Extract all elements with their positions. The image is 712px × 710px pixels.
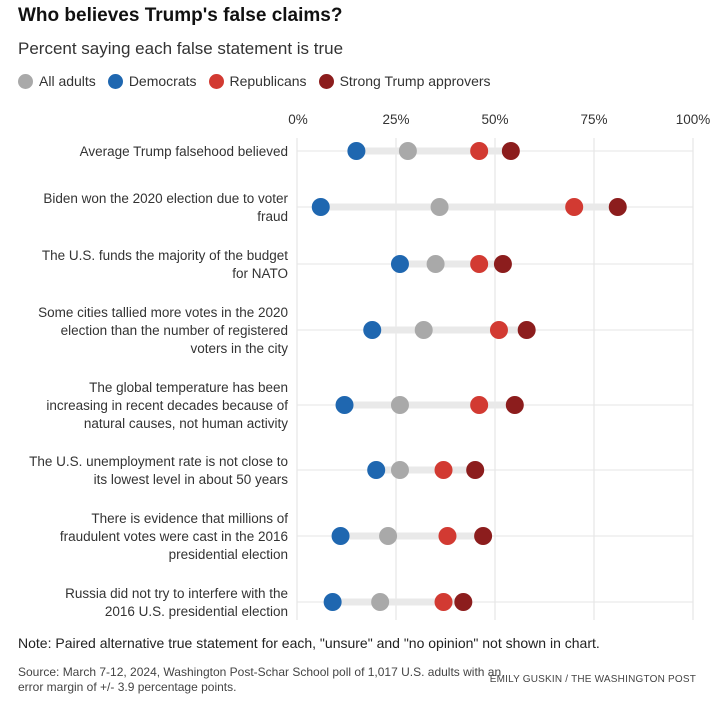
dot-democrats: [335, 396, 354, 414]
legend-item-democrats: Democrats: [107, 73, 197, 89]
dot-all-adults: [371, 593, 390, 611]
category-label-line: election than the number of registered: [61, 323, 288, 338]
category-label-line: increasing in recent decades because of: [46, 398, 288, 413]
category-label-line: its lowest level in about 50 years: [94, 472, 289, 487]
category-label: Average Trump falsehood believed: [80, 144, 288, 159]
legend-swatch-democrats: [107, 73, 123, 89]
dot-strong-trump-approvers: [505, 396, 524, 414]
category-label-line: fraud: [257, 209, 288, 224]
range-bar: [340, 532, 484, 540]
category-label: The U.S. unemployment rate is not close …: [29, 454, 288, 487]
category-label-line: The U.S. funds the majority of the budge…: [42, 248, 288, 263]
category-label-line: There is evidence that millions of: [91, 511, 288, 526]
dot-strong-trump-approvers: [608, 198, 627, 216]
dot-democrats: [331, 527, 350, 545]
dot-republicans: [438, 527, 457, 545]
category-label: There is evidence that millions of fraudu…: [60, 511, 288, 562]
category-label-line: Average Trump falsehood believed: [80, 144, 288, 159]
category-label: The U.S. funds the majority of the budge…: [42, 248, 288, 281]
dot-strong-trump-approvers: [454, 593, 473, 611]
category-label: Some cities tallied more votes in the 20…: [38, 305, 288, 356]
category-label-line: Some cities tallied more votes in the 20…: [38, 305, 288, 320]
range-bar: [372, 326, 527, 334]
range-bar: [399, 260, 503, 268]
category-label-line: voters in the city: [190, 341, 288, 356]
category-label: Biden won the 2020 election due to voter…: [43, 191, 288, 224]
category-label-line: Biden won the 2020 election due to voter: [43, 191, 288, 206]
range-bar: [356, 147, 511, 155]
range-bar: [344, 401, 515, 409]
dot-all-adults: [430, 198, 449, 216]
chart-credit: EMILY GUSKIN / THE WASHINGTON POST: [489, 674, 696, 685]
dot-all-adults: [390, 396, 409, 414]
category-label-line: presidential election: [169, 547, 288, 562]
dot-all-adults: [379, 527, 398, 545]
dot-republicans: [470, 142, 489, 160]
range-bar: [376, 466, 476, 474]
legend-label-republicans: Republicans: [229, 73, 307, 89]
dot-all-adults: [414, 321, 433, 339]
x-tick-label: 75%: [580, 112, 607, 127]
category-label-line: natural causes, not human activity: [84, 416, 288, 431]
dot-republicans: [565, 198, 584, 216]
category-label: Russia did not try to interfere with the…: [65, 586, 288, 619]
dot-democrats: [347, 142, 366, 160]
x-tick-label: 25%: [382, 112, 409, 127]
chart-source: Source: March 7-12, 2024, Washington Pos…: [18, 665, 502, 694]
dot-republicans: [434, 593, 453, 611]
category-label: The global temperature has been increasin…: [46, 380, 288, 431]
legend-label-strong-trump-approvers: Strong Trump approvers: [339, 73, 491, 89]
dot-strong-trump-approvers: [474, 527, 493, 545]
dot-strong-trump-approvers: [501, 142, 520, 160]
dot-all-adults: [398, 142, 417, 160]
legend: All adults Democrats Republicans Strong …: [18, 73, 503, 89]
chart-title: Who believes Trump's false claims?: [18, 5, 343, 26]
dot-republicans: [434, 461, 453, 479]
dot-strong-trump-approvers: [493, 255, 512, 273]
x-tick-label: 100%: [676, 112, 711, 127]
dot-republicans: [470, 396, 489, 414]
legend-item-republicans: Republicans: [208, 73, 307, 89]
dot-plot: 0% 25% 50% 75% 100% Average Trump falsehood b…: [29, 112, 711, 620]
legend-label-democrats: Democrats: [128, 73, 197, 89]
dot-all-adults: [390, 461, 409, 479]
dot-democrats: [363, 321, 382, 339]
chart-note: Note: Paired alternative true statement …: [18, 635, 600, 651]
dot-republicans: [470, 255, 489, 273]
category-label-line: The U.S. unemployment rate is not close …: [29, 454, 288, 469]
dot-strong-trump-approvers: [466, 461, 485, 479]
dot-all-adults: [426, 255, 445, 273]
dot-democrats: [390, 255, 409, 273]
x-tick-label: 0%: [288, 112, 308, 127]
legend-swatch-all-adults: [18, 73, 33, 89]
dot-democrats: [367, 461, 386, 479]
legend-item-all-adults: All adults: [18, 73, 96, 89]
dot-strong-trump-approvers: [517, 321, 536, 339]
legend-item-strong-trump-approvers: Strong Trump approvers: [318, 73, 491, 89]
category-label-line: for NATO: [232, 266, 288, 281]
chart-subtitle: Percent saying each false statement is t…: [18, 39, 344, 58]
range-bar: [320, 203, 618, 211]
dot-republicans: [489, 321, 508, 339]
category-label-line: fraudulent votes were cast in the 2016: [60, 529, 288, 544]
category-label-line: The global temperature has been: [89, 380, 288, 395]
dot-democrats: [323, 593, 342, 611]
dot-democrats: [311, 198, 330, 216]
category-label-line: 2016 U.S. presidential election: [105, 604, 288, 619]
x-tick-label: 50%: [481, 112, 508, 127]
legend-swatch-republicans: [208, 73, 224, 89]
legend-swatch-strong-trump-approvers: [318, 73, 334, 89]
legend-label-all-adults: All adults: [39, 73, 96, 89]
category-label-line: Russia did not try to interfere with the: [65, 586, 288, 601]
range-bar: [332, 598, 464, 606]
